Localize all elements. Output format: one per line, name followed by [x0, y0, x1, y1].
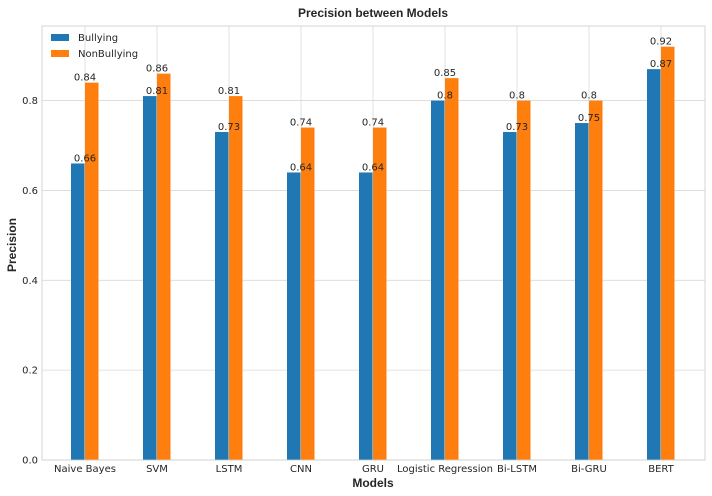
- data-label-bullying: 0.75: [578, 113, 600, 124]
- x-tick-label: Logistic Regression: [397, 464, 493, 475]
- data-label-bullying: 0.64: [290, 162, 312, 173]
- legend-swatch: [51, 34, 69, 41]
- bar-bullying: [287, 172, 301, 460]
- legend: Bullying NonBullying: [51, 33, 138, 60]
- data-label-nonbullying: 0.84: [74, 73, 96, 84]
- data-label-bullying: 0.8: [437, 91, 453, 102]
- bar-nonbullying: [85, 82, 99, 460]
- x-tick-label: Naive Bayes: [54, 464, 116, 475]
- x-axis-label: Models: [352, 476, 394, 490]
- x-tick-label: GRU: [362, 464, 384, 475]
- bar-bullying: [431, 100, 445, 460]
- x-tick-label: Bi-LSTM: [497, 464, 537, 475]
- data-label-nonbullying: 0.86: [146, 64, 168, 75]
- data-label-bullying: 0.73: [218, 122, 240, 133]
- bar-nonbullying: [373, 127, 387, 461]
- bar-bullying: [575, 123, 589, 460]
- x-tick-label: BERT: [648, 464, 674, 475]
- bar-nonbullying: [229, 96, 243, 460]
- bar-bullying: [359, 172, 373, 460]
- bar-nonbullying: [517, 100, 531, 460]
- y-tick-label: 0.6: [22, 186, 38, 197]
- bar-nonbullying: [157, 73, 171, 460]
- bar-nonbullying: [445, 78, 459, 461]
- legend-label: Bullying: [78, 33, 118, 44]
- chart-title: Precision between Models: [298, 6, 448, 20]
- data-label-nonbullying: 0.74: [290, 118, 312, 129]
- data-label-bullying: 0.64: [362, 162, 384, 173]
- data-label-nonbullying: 0.8: [581, 91, 597, 102]
- legend-swatch: [51, 50, 69, 57]
- data-label-nonbullying: 0.92: [650, 37, 672, 48]
- plot-frame: [41, 25, 706, 461]
- bar-bullying: [143, 96, 157, 460]
- x-tick-label: LSTM: [216, 464, 243, 475]
- data-label-nonbullying: 0.81: [218, 86, 240, 97]
- y-tick-label: 0.8: [22, 96, 38, 107]
- x-tick-label: SVM: [146, 464, 168, 475]
- data-labels: 0.66 0.81 0.73 0.64 0.64 0.8 0.73 0.75 0.87 0.84 0…: [74, 37, 672, 174]
- tick-labels: 0.0 0.2 0.4 0.6 0.8 Naive Bayes SVM LSTM CNN GRU L…: [22, 96, 675, 475]
- bar-bullying: [215, 132, 229, 460]
- data-label-bullying: 0.81: [146, 86, 168, 97]
- bar-nonbullying: [301, 127, 315, 461]
- data-label-bullying: 0.87: [650, 59, 672, 70]
- data-label-bullying: 0.73: [506, 122, 528, 133]
- bars: [71, 46, 675, 461]
- bar-bullying: [503, 132, 517, 460]
- bar-bullying: [647, 69, 661, 460]
- bar-nonbullying: [589, 100, 603, 460]
- y-tick-label: 0.4: [22, 276, 38, 287]
- legend-label: NonBullying: [78, 49, 138, 60]
- bar-bullying: [71, 163, 85, 460]
- data-label-bullying: 0.66: [74, 153, 96, 164]
- bar-nonbullying: [661, 46, 675, 461]
- y-axis-label: Precision: [5, 218, 19, 272]
- x-tick-label: Bi-GRU: [571, 464, 607, 475]
- x-tick-label: CNN: [290, 464, 312, 475]
- data-label-nonbullying: 0.74: [362, 118, 384, 129]
- data-label-nonbullying: 0.85: [434, 68, 456, 79]
- y-tick-label: 0.2: [22, 366, 38, 377]
- y-tick-label: 0.0: [22, 456, 38, 467]
- data-label-nonbullying: 0.8: [509, 91, 525, 102]
